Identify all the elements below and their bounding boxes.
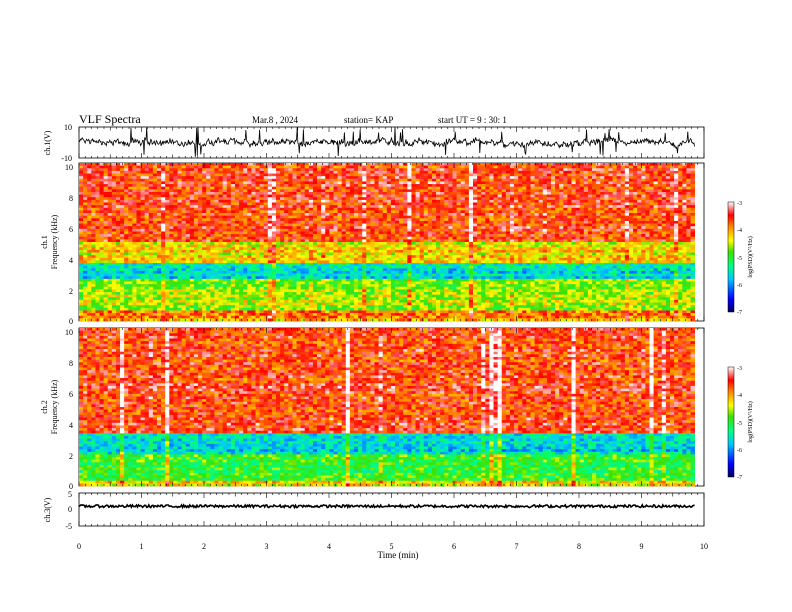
ch1-waveform-ticks [78, 127, 705, 158]
figure-title: VLF Spectra [79, 112, 141, 126]
ch3-ytick-top: 5 [68, 490, 72, 499]
ch3-waveform-ticks [78, 493, 705, 526]
time-tick-3: 3 [265, 542, 269, 551]
ch2-colorbar-scale [727, 366, 735, 478]
ch2-spectrogram-ticks [78, 328, 705, 486]
ch2-cb-tick-m5: -5 [737, 421, 742, 427]
ch1-spectrogram-panel: 10 8 6 4 2 0 ch.1 Frequency (kHz) [40, 162, 705, 326]
ch3-ylabel: ch.3(V) [43, 497, 52, 522]
ch1-cb-tick-m5: -5 [737, 256, 742, 262]
time-tick-2: 2 [202, 542, 206, 551]
start-time-label: start UT = 9 : 30: 1 [438, 115, 507, 125]
ch1-colorbar-label: log(PSD)(V²/Hz) [747, 236, 754, 277]
ch2-cb-tick-m7: -7 [737, 475, 742, 481]
time-tick-7: 7 [515, 542, 519, 551]
ch1-spec-ytick-0: 0 [69, 317, 73, 326]
ch2-spec-ylabel-channel: ch.2 [40, 400, 49, 414]
ch2-spectrogram-panel: 10 8 6 4 2 0 ch.2 Frequency (kHz) [40, 327, 705, 491]
ch1-spec-ytick-8: 8 [69, 194, 73, 203]
ch1-cb-tick-m3: -3 [737, 201, 742, 207]
ch1-spec-ytick-10: 10 [65, 163, 73, 172]
ch2-spec-ytick-2: 2 [69, 452, 73, 461]
ch1-waveform-panel: 10 -10 ch.1(V) [43, 123, 705, 163]
ch1-spec-ytick-2: 2 [69, 287, 73, 296]
ch2-spec-ylabel-frequency: Frequency (kHz) [50, 379, 59, 434]
ch2-cb-tick-m3: -3 [737, 366, 742, 372]
time-tick-4: 4 [327, 542, 331, 551]
ch3-ytick-bottom: -5 [65, 522, 72, 531]
ch2-spec-ytick-8: 8 [69, 359, 73, 368]
ch2-colorbar: -3 -4 -5 -6 -7 log(PSD)(V²/Hz) [727, 366, 754, 481]
time-tick-0: 0 [77, 542, 81, 551]
time-tick-5: 5 [390, 542, 394, 551]
ch1-spec-ytick-6: 6 [69, 225, 73, 234]
ch1-colorbar: -3 -4 -5 -6 -7 log(PSD)(V²/Hz) [727, 201, 754, 316]
ch2-cb-tick-m6: -6 [737, 448, 742, 454]
ch1-spec-ylabel-channel: ch.1 [40, 235, 49, 249]
ch3-waveform-panel: 5 0 -5 ch.3(V) [43, 490, 705, 531]
time-axis-tick-labels: 0 1 2 3 4 5 6 7 8 9 10 [77, 542, 708, 551]
ch2-spec-ytick-10: 10 [65, 328, 73, 337]
time-axis-label: Time (min) [378, 550, 419, 560]
ch1-spec-ytick-4: 4 [69, 256, 73, 265]
ch2-spectrogram-image [79, 328, 696, 487]
ch1-cb-tick-m7: -7 [737, 310, 742, 316]
ch2-colorbar-label: log(PSD)(V²/Hz) [747, 401, 754, 442]
station-label: station= KAP [344, 115, 393, 125]
ch1-colorbar-scale [727, 201, 735, 313]
ch1-waveform-line [78, 127, 695, 157]
ch1-cb-tick-m6: -6 [737, 283, 742, 289]
ch1-spectrogram-ticks [78, 163, 705, 321]
ch3-waveform-line [78, 503, 695, 510]
time-tick-6: 6 [452, 542, 456, 551]
ch1-ytick-bottom: -10 [61, 154, 72, 163]
ch2-cb-tick-m4: -4 [737, 393, 742, 399]
ch1-ylabel: ch.1(V) [43, 130, 52, 155]
ch2-spec-ytick-6: 6 [69, 390, 73, 399]
ch1-spectrogram-image [79, 163, 696, 322]
date-label: Mar.8 , 2024 [252, 115, 298, 125]
ch2-spec-ytick-4: 4 [69, 421, 73, 430]
ch3-waveform-frame [78, 492, 705, 527]
ch1-ytick-top: 10 [64, 123, 72, 132]
ch2-spec-ytick-0: 0 [69, 482, 73, 491]
ch1-cb-tick-m4: -4 [737, 228, 742, 234]
time-tick-8: 8 [577, 542, 581, 551]
ch1-spec-ylabel-frequency: Frequency (kHz) [50, 214, 59, 269]
time-tick-9: 9 [640, 542, 644, 551]
ch3-ytick-mid: 0 [68, 505, 72, 514]
time-tick-1: 1 [140, 542, 144, 551]
time-tick-10: 10 [700, 542, 708, 551]
